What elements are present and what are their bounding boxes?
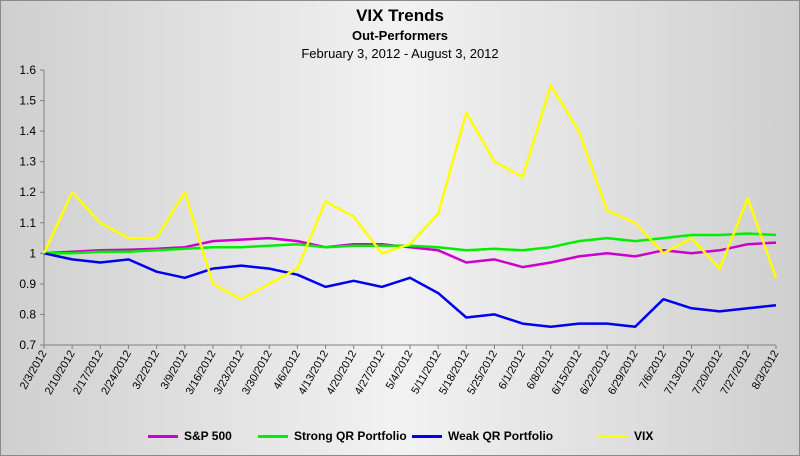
x-tick-label: 3/9/2012: [159, 349, 191, 392]
legend-label: S&P 500: [184, 429, 232, 443]
legend-swatch: [598, 434, 628, 438]
x-tick-label: 3/2/2012: [130, 349, 162, 392]
x-tick-label: 2/3/2012: [18, 349, 50, 392]
x-tick-label: 4/6/2012: [271, 349, 303, 392]
x-tick-label: 6/8/2012: [525, 349, 557, 392]
legend-swatch: [148, 434, 178, 438]
legend-item: Strong QR Portfolio: [258, 429, 407, 443]
legend-label: VIX: [634, 429, 654, 443]
legend-swatch: [412, 434, 442, 438]
y-tick-label: 1.3: [19, 155, 36, 169]
series-line-s-p-500: [43, 236, 777, 269]
y-tick-label: 1.5: [19, 94, 36, 108]
y-tick-label: 0.8: [19, 307, 36, 321]
y-tick-label: 0.7: [19, 338, 36, 352]
y-tick-label: 1: [29, 246, 36, 260]
x-tick-label: 5/4/2012: [384, 349, 416, 392]
series-lines: [42, 84, 778, 328]
chart-title: VIX Trends: [356, 6, 444, 25]
y-tick-label: 1.2: [19, 185, 36, 199]
x-tick-label: 7/6/2012: [637, 349, 669, 392]
legend-label: Strong QR Portfolio: [294, 429, 407, 443]
x-tick-label: 6/1/2012: [496, 349, 528, 392]
x-tick-labels: 2/3/20122/10/20122/17/20122/24/20123/2/2…: [18, 349, 782, 397]
y-tick-label: 1.6: [19, 63, 36, 77]
y-tick-label: 1.1: [19, 216, 36, 230]
chart-date-range: February 3, 2012 - August 3, 2012: [301, 46, 499, 61]
y-tick-label: 0.9: [19, 277, 36, 291]
series-line-vix: [42, 84, 778, 301]
chart-subtitle: Out-Performers: [351, 28, 449, 43]
y-tick-labels: 0.7 0.8 0.9 1 1.1 1.2 1.3 1.4 1.5 1.6: [19, 63, 36, 352]
axes: [40, 69, 777, 349]
series-line-strong-qr-portfolio: [44, 232, 777, 255]
legend-item: Weak QR Portfolio: [412, 429, 553, 443]
legend-item: VIX: [598, 429, 653, 443]
legend: S&P 500 Strong QR Portfolio Weak QR Portfo…: [0, 429, 800, 447]
legend-item: S&P 500: [148, 429, 232, 443]
legend-label: Weak QR Portfolio: [448, 429, 554, 443]
x-tick-label: 8/3/2012: [750, 349, 782, 392]
y-tick-label: 1.4: [19, 124, 36, 138]
series-line-weak-qr-portfolio: [43, 252, 777, 328]
legend-swatch: [258, 434, 288, 438]
